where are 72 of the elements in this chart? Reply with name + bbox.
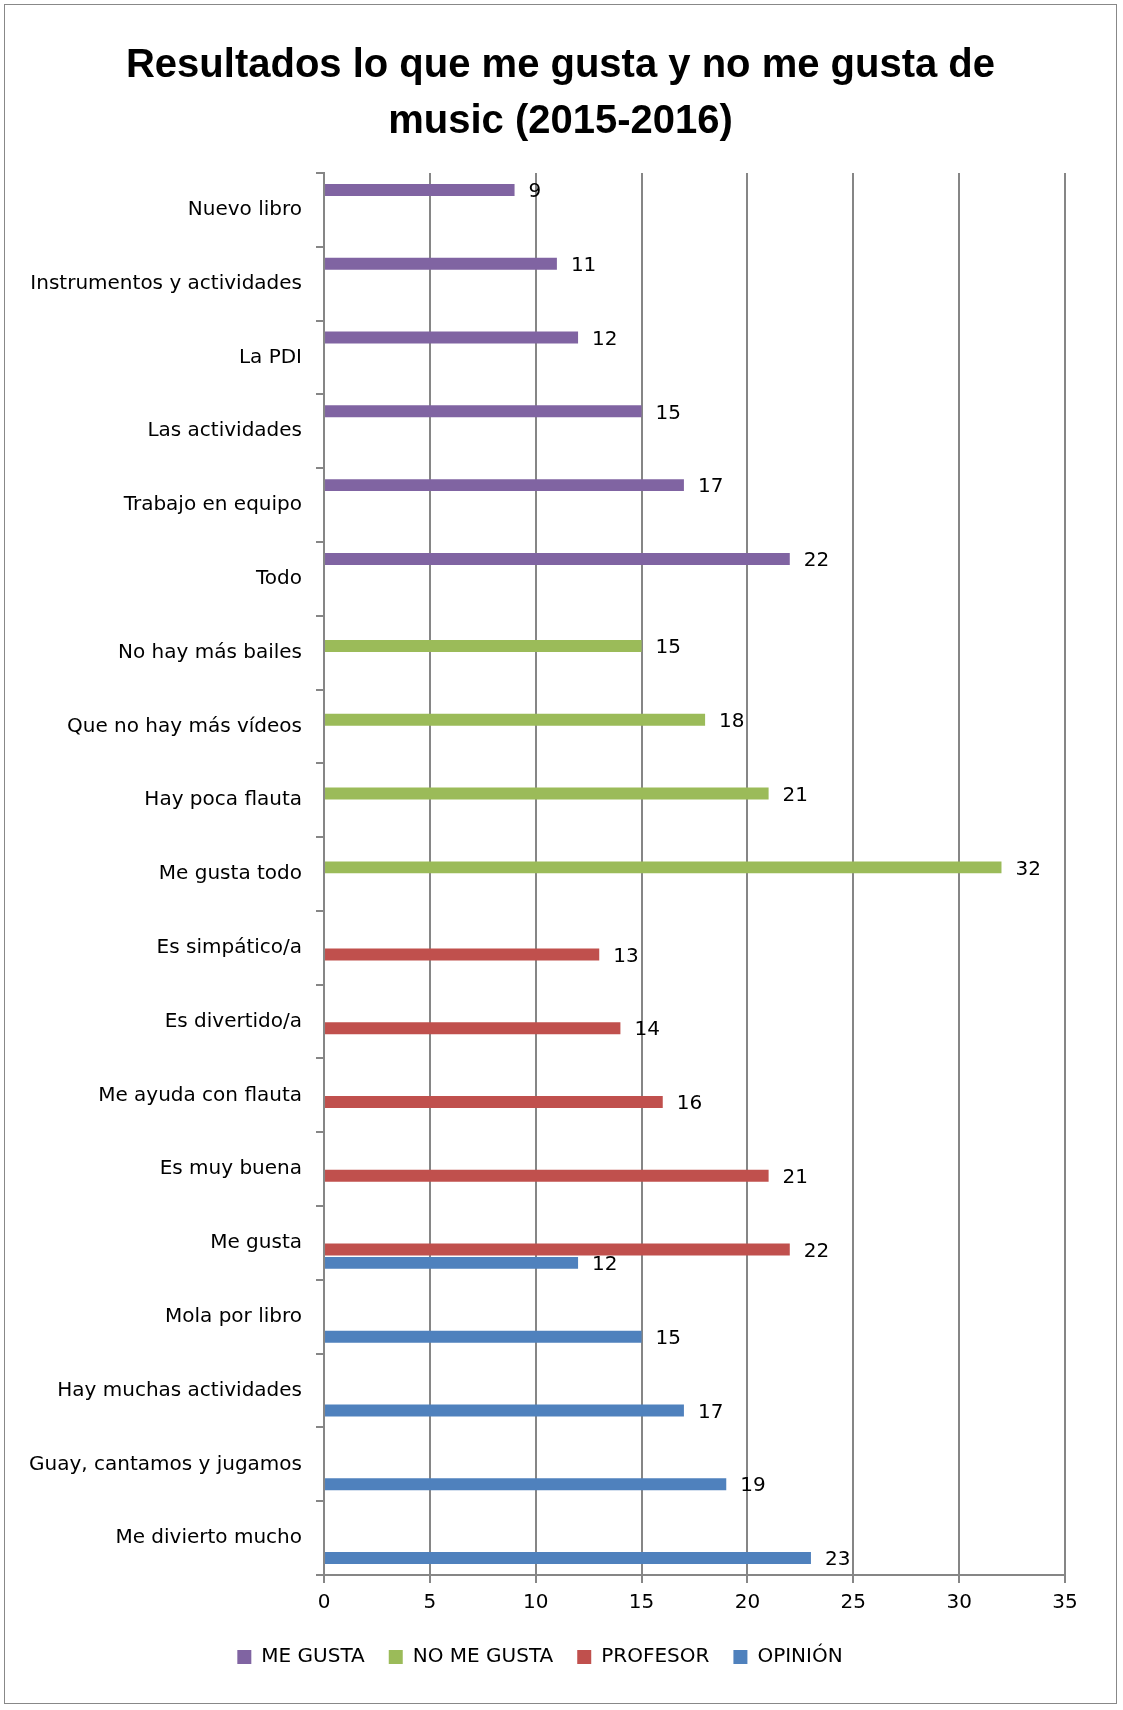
bar [325, 1478, 727, 1491]
y-tick-label: Mola por libro [165, 1302, 303, 1327]
x-tick-label: 25 [840, 1589, 867, 1614]
y-tick-label: Instrumentos y actividades [30, 269, 303, 294]
bar [325, 331, 579, 344]
data-label: 11 [570, 251, 597, 276]
x-tick-label: 0 [317, 1589, 331, 1614]
data-label: 13 [613, 942, 639, 967]
bar [325, 948, 600, 961]
data-label: 18 [719, 707, 745, 732]
y-tick-label: Nuevo libro [187, 196, 303, 221]
bar [325, 405, 642, 418]
x-tick-label: 15 [628, 1589, 655, 1614]
y-tick-label: Es simpático/a [156, 933, 303, 958]
legend-label: PROFESOR [601, 1643, 710, 1668]
x-tick-label: 20 [734, 1589, 761, 1614]
data-label: 15 [655, 399, 682, 424]
data-label: 17 [697, 1398, 724, 1423]
data-label: 9 [528, 178, 542, 203]
bar [325, 861, 1002, 874]
x-tick-label: 30 [946, 1589, 972, 1614]
y-tick-label: Es muy buena [159, 1155, 303, 1180]
y-tick-label: La PDI [238, 343, 303, 368]
data-label: 22 [803, 1237, 830, 1262]
legend-label: NO ME GUSTA [412, 1643, 554, 1668]
bar [325, 1022, 621, 1035]
data-label: 12 [592, 1251, 618, 1276]
legend-label: ME GUSTA [261, 1643, 366, 1668]
bar [325, 184, 515, 196]
y-tick-label: Trabajo en equipo [122, 491, 303, 516]
x-tick-label: 5 [423, 1589, 437, 1614]
chart-title: Resultados lo que me gusta y no me gusta de music (2015-2016) [124, 40, 997, 143]
bar [325, 1096, 663, 1108]
bar [325, 552, 790, 565]
bar [325, 1404, 684, 1417]
x-tick-label: 35 [1052, 1589, 1078, 1614]
y-tick-label: Hay muchas actividades [57, 1376, 303, 1401]
y-tick-label: Guay, cantamos y jugamos [28, 1450, 303, 1475]
y-tick-label: Me ayuda con flauta [98, 1081, 303, 1106]
y-tick-label: Hay poca flauta [144, 786, 303, 811]
y-tick-label: Las actividades [147, 417, 303, 442]
y-tick-label: Me gusta todo [158, 860, 303, 885]
bar [325, 479, 684, 492]
legend-label: OPINIÓN [757, 1643, 843, 1668]
data-label: 15 [655, 634, 682, 659]
data-label: 17 [697, 473, 724, 498]
y-tick-label: Que no hay más vídeos [66, 712, 303, 737]
data-label: 21 [782, 1164, 809, 1188]
data-label: 12 [592, 325, 618, 350]
data-label: 23 [824, 1546, 851, 1571]
data-label: 15 [655, 1324, 682, 1349]
y-tick-label: Me gusta [210, 1229, 303, 1254]
data-label: 21 [782, 781, 809, 806]
data-label: 16 [676, 1090, 703, 1115]
bar [325, 257, 557, 270]
data-label: 19 [740, 1472, 766, 1497]
bar [325, 787, 769, 800]
bar [325, 1256, 579, 1269]
y-tick-label: Me divierto mucho [115, 1524, 303, 1549]
data-label: 22 [803, 547, 830, 572]
y-tick-label: No hay más bailes [118, 638, 303, 663]
bar [325, 1243, 790, 1256]
data-label: 32 [1015, 855, 1041, 880]
bar [325, 713, 706, 726]
bar [325, 1330, 642, 1343]
bar [325, 640, 642, 652]
y-tick-label: Todo [255, 565, 303, 590]
bar [325, 1169, 769, 1182]
data-label: 14 [634, 1016, 660, 1041]
bar [325, 1552, 811, 1565]
x-tick-label: 10 [523, 1589, 549, 1614]
y-tick-label: Es divertido/a [164, 1007, 303, 1032]
